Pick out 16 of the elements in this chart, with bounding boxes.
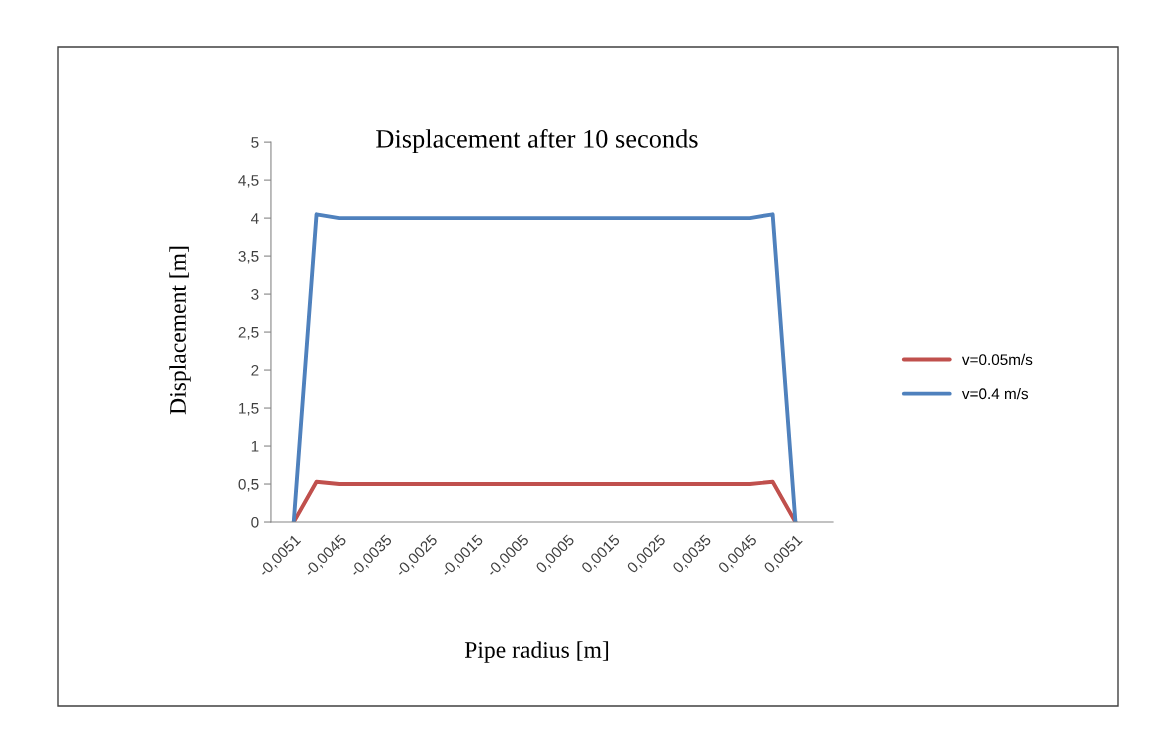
legend-label: v=0.05m/s xyxy=(961,353,1033,366)
y-tick-label: 1,5 xyxy=(239,403,259,416)
y-tick-label: 4,5 xyxy=(238,175,259,188)
y-tick-label: 0,5 xyxy=(238,478,259,492)
y-tick-label: 2,5 xyxy=(238,326,259,340)
x-axis-title: Pipe radius [m] xyxy=(464,641,609,663)
y-tick-label: 4 xyxy=(251,213,259,224)
y-tick-label: 1 xyxy=(251,441,259,452)
y-tick-label: 2 xyxy=(251,364,259,376)
y-tick-label: 0 xyxy=(251,516,259,528)
y-tick-label: 3 xyxy=(251,288,259,300)
y-axis-title: Displacement [m] xyxy=(169,246,191,415)
chart-title: Displacement after 10 seconds xyxy=(376,128,698,154)
legend-label: v=0.4 m/s xyxy=(961,387,1029,400)
y-tick-label: 3,5 xyxy=(238,250,259,264)
y-tick-label: 5 xyxy=(251,137,259,148)
